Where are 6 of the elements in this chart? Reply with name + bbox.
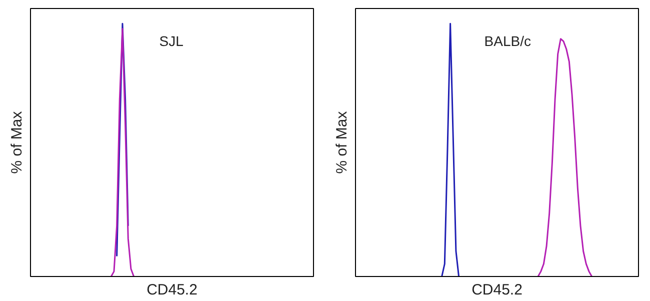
annotation: SJL bbox=[159, 32, 184, 49]
y-axis-title: % of Max bbox=[334, 110, 350, 174]
x-axis-title: CD45.2 bbox=[472, 282, 522, 298]
y-axis-title: % of Max bbox=[8, 110, 26, 174]
annotation: BALB/c bbox=[484, 32, 531, 49]
x-axis-title: CD45.2 bbox=[146, 282, 198, 298]
